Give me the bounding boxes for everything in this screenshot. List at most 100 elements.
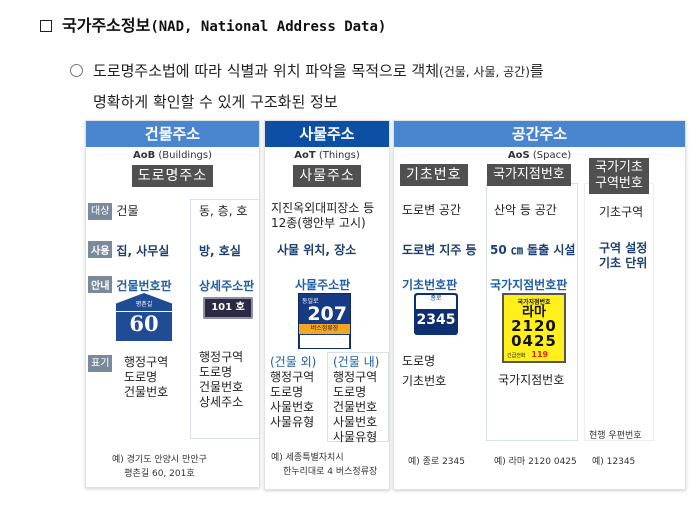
- notation-item: 도로명: [199, 365, 233, 379]
- building-guide: 안내 건물번호판: [88, 276, 172, 294]
- thing-code: AoT (Things): [265, 150, 389, 161]
- basic-number-tag: 기초번호: [400, 164, 468, 186]
- sign-line2: 0425: [511, 332, 557, 350]
- heading-subtitle: (NAD, National Address Data): [150, 19, 387, 35]
- code: AoT: [294, 150, 316, 161]
- label-target: 대상: [88, 203, 113, 220]
- circle-bullet-icon: [70, 64, 83, 77]
- sign-number: 207: [307, 303, 347, 325]
- value: 집, 사무실: [116, 244, 170, 258]
- heading: 국가주소정보(NAD, National Address Data): [40, 12, 386, 36]
- tag-line: 구역번호: [595, 176, 643, 191]
- heading-title: 국가주소정보: [62, 16, 151, 35]
- zone-target: 기초구역: [599, 205, 644, 219]
- thing-header: 사물주소: [265, 121, 389, 147]
- use-line: 기초 단위: [599, 256, 648, 270]
- desc-small: (건물, 사물, 공간): [439, 65, 530, 79]
- notation-item: 기초번호: [402, 374, 447, 388]
- value: 건물: [116, 204, 139, 218]
- label-use: 사용: [88, 241, 113, 258]
- sign-top: 종로: [416, 295, 456, 309]
- space-code: AoS (Space): [394, 150, 685, 161]
- notation-item: 도로명: [124, 370, 158, 384]
- building-target: 대상 건물: [88, 203, 139, 220]
- notation-item: 행정구역: [333, 370, 378, 384]
- notation-item: 건물번호: [124, 385, 169, 399]
- space-address-panel: 공간주소 AoS (Space) 기초번호 도로변 공간 도로변 지주 등 기초…: [393, 120, 686, 490]
- detail-address-box: 동, 층, 호 방, 호실 상세주소판 101 호 행정구역 도로명 건물번호 …: [190, 199, 260, 439]
- notation-item: 도로명: [333, 385, 367, 399]
- code: AoS: [507, 150, 530, 161]
- detail-use: 방, 호실: [199, 244, 241, 258]
- building-number-sign: 평촌길 60: [116, 293, 172, 341]
- notation-item: 사물번호: [270, 400, 315, 414]
- notation-item: 건물번호: [199, 380, 244, 394]
- basic-use: 도로변 지주 등: [402, 243, 477, 257]
- national-point-use: 50 ㎝ 돌출 시설: [490, 243, 576, 257]
- sign-top: 평촌길: [135, 301, 153, 308]
- national-point-sign: 국가지점번호 라마 2120 0425 긴급전화 119: [502, 293, 566, 363]
- notation-item: 사물번호: [333, 415, 378, 429]
- label-guide: 안내: [88, 276, 113, 293]
- code-desc: (Things): [318, 150, 360, 161]
- sign-number: 60: [116, 311, 172, 336]
- detail-notation: 행정구역 도로명 건물번호 상세주소: [199, 350, 243, 410]
- notation-item: 도로명: [402, 354, 436, 368]
- example-line: 평촌길 60, 201호: [124, 469, 195, 479]
- target-line: 지진옥외대피장소 등: [271, 201, 375, 215]
- zone-number-tag: 국가기초 구역번호: [589, 158, 649, 194]
- example-line: 예) 경기도 안양시 만안구: [112, 455, 207, 465]
- building-notation: 표기 행정구역 도로명 건물번호: [88, 355, 168, 399]
- building-use: 사용 집, 사무실: [88, 241, 169, 259]
- description: 도로명주소법에 따라 식별과 위치 파악을 목적으로 객체(건물, 사물, 공간…: [70, 56, 690, 117]
- sign-grid: 라마: [522, 305, 546, 320]
- label-notation: 표기: [88, 355, 113, 372]
- basic-guide: 기초번호판: [402, 278, 458, 292]
- description-line-2: 명확하게 확인할 수 있게 구조화된 정보: [93, 93, 338, 111]
- value: 건물번호판: [116, 279, 172, 293]
- code-desc: (Buildings): [158, 150, 212, 161]
- notation-item: 사물유형: [270, 415, 315, 429]
- basic-example: 예) 종로 2345: [408, 457, 465, 467]
- code-desc: (Space): [532, 150, 572, 161]
- sign-footer: [300, 335, 349, 348]
- thing-guide: 사물주소판: [295, 278, 351, 292]
- notation-item: 행정구역: [199, 350, 244, 364]
- zone-box: [584, 183, 654, 441]
- notation-item: 상세주소: [199, 395, 244, 409]
- target-line: 12종(행안부 고시): [271, 216, 366, 230]
- use-line: 구역 설정: [599, 241, 648, 255]
- building-example: 예) 경기도 안양시 만안구 평촌길 60, 201호: [112, 453, 207, 481]
- building-address-panel: 건물주소 AoB (Buildings) 도로명주소 대상 건물 사용 집, 사무실…: [85, 120, 260, 488]
- road-address-tag: 도로명주소: [131, 165, 214, 187]
- notation-item: 행정구역: [124, 355, 169, 369]
- zone-use: 구역 설정 기초 단위: [599, 241, 647, 271]
- outside-label: (건물 외): [270, 355, 317, 369]
- sign-line1: 2120: [511, 317, 557, 335]
- national-point-tag: 국가지점번호: [487, 164, 571, 186]
- notation-item: 도로명: [270, 385, 304, 399]
- basic-notation: 도로명 기초번호: [402, 351, 446, 391]
- emergency-number: 119: [531, 350, 549, 359]
- code: AoB: [132, 150, 156, 161]
- notation-item: 건물번호: [333, 400, 378, 414]
- detail-address-sign: 101 호: [203, 297, 253, 319]
- basic-target: 도로변 공간: [402, 203, 462, 217]
- thing-inside-notation: (건물 내) 행정구역 도로명 건물번호 사물번호 사물유형: [327, 352, 389, 444]
- thing-use: 사물 위치, 장소: [277, 243, 357, 257]
- notation-item: 행정구역: [270, 370, 315, 384]
- thing-target: 지진옥외대피장소 등 12종(행안부 고시): [271, 201, 374, 231]
- desc-main: 도로명주소법에 따라 식별과 위치 파악을 목적으로 객체: [93, 62, 440, 80]
- building-code: AoB (Buildings): [86, 150, 259, 161]
- space-header: 공간주소: [394, 121, 685, 147]
- thing-outside-notation: (건물 외) 행정구역 도로명 사물번호 사물유형: [270, 355, 316, 430]
- thing-address-sign: 동일로 207 버스정류장: [298, 293, 351, 349]
- example-line: 한누리대로 4 버스정류장: [283, 467, 378, 477]
- thing-address-tag: 사물주소: [293, 165, 361, 187]
- notation-item: 사물유형: [333, 430, 378, 444]
- sign-top: 동일로: [302, 298, 319, 305]
- inside-label: (건물 내): [333, 355, 380, 369]
- detail-guide: 상세주소판: [199, 279, 255, 293]
- zone-notation: 현행 우편번호: [589, 431, 642, 441]
- desc-end: 를: [529, 62, 544, 80]
